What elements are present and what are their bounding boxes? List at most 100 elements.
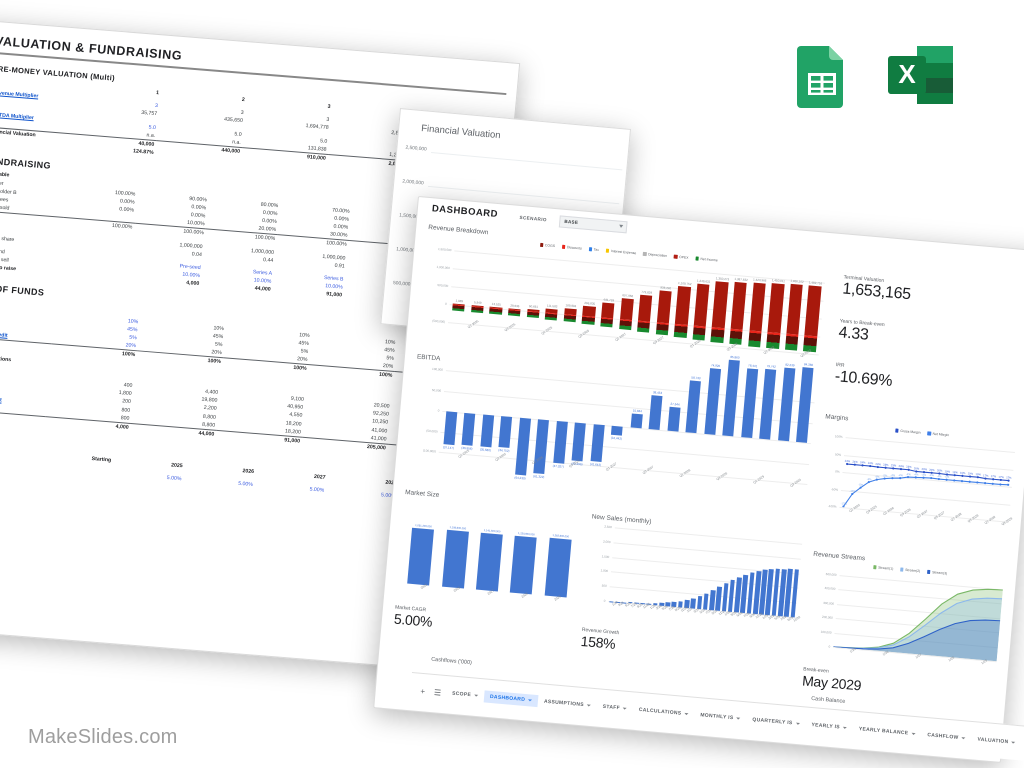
chevron-down-icon[interactable]: [736, 717, 741, 720]
data-point: [953, 479, 956, 482]
legend-swatch: [561, 245, 566, 249]
sheet-title: VALUATION & FUNDRAISING: [0, 33, 183, 63]
bar-cogs: [730, 281, 747, 330]
chevron-down-icon[interactable]: [527, 699, 533, 702]
legend-label: Net Margin: [932, 431, 950, 438]
sheet-tab-yearly-balance[interactable]: YEARLY BALANCE: [852, 723, 922, 741]
data-label: -4%: [929, 473, 935, 477]
tab-label: QUARTERLY IS: [752, 716, 793, 727]
bar-value-label: (41,642): [589, 461, 602, 467]
google-sheets-icon[interactable]: [789, 42, 855, 113]
data-point: [867, 480, 870, 484]
bar-value-label: 58,733: [691, 375, 701, 381]
area-fill: [833, 620, 1001, 662]
bar-rect: [533, 419, 550, 475]
y-tick-label: (500,000): [432, 318, 446, 324]
line-series: [847, 463, 1009, 482]
add-sheet-icon[interactable]: +: [420, 686, 426, 696]
data-point: [892, 467, 895, 470]
bar-value-label: 29,636: [510, 302, 520, 308]
legend-item: Interest Expense: [605, 248, 636, 255]
y-tick-label: 100,000: [431, 366, 444, 372]
data-point: [938, 472, 941, 475]
sheet-tab-cashflow[interactable]: CASHFLOW: [921, 729, 972, 745]
chevron-down-icon[interactable]: [622, 707, 627, 710]
chevron-down-icon[interactable]: [1011, 741, 1016, 744]
bar-value-label: 607,956: [622, 293, 634, 299]
scenario-label: SCENARIO: [519, 214, 548, 223]
bar-negative-stack: [544, 312, 558, 321]
chevron-down-icon[interactable]: [961, 737, 966, 740]
bar-cogs: [619, 298, 634, 321]
svg-text:X: X: [898, 59, 916, 89]
y-tick-label: 100%: [834, 434, 843, 439]
y-tick: 2,000,000: [402, 179, 424, 187]
legend-swatch: [927, 431, 932, 436]
data-label: -17%: [849, 489, 856, 494]
sheet-tab-calculations[interactable]: CALCULATIONS: [632, 703, 694, 720]
y-tick-label: -100%: [827, 503, 837, 509]
bar: 1,108,600,000: [437, 514, 474, 589]
chevron-down-icon[interactable]: [911, 732, 916, 736]
legend-swatch: [895, 428, 899, 433]
data-label: -4%: [913, 472, 919, 476]
chevron-down-icon: [619, 224, 624, 228]
chevron-down-icon[interactable]: [684, 712, 689, 716]
tab-label: SCOPE: [451, 690, 472, 699]
bar-value-label: 79,742: [766, 363, 777, 369]
data-label: 19%: [952, 470, 958, 475]
y-tick-label: 0: [437, 408, 440, 413]
bar: 1,282,600,000: [540, 523, 577, 598]
chevron-down-icon[interactable]: [795, 722, 800, 725]
tab-label: MONTHLY IS: [700, 712, 734, 722]
tab-label: STAFF: [602, 703, 621, 712]
sheet-tab-yearly-is[interactable]: YEARLY IS: [805, 719, 853, 735]
y-tick-label: 500: [601, 583, 607, 589]
sheet-tab-monthly-is[interactable]: MONTHLY IS: [694, 709, 747, 726]
ebitda-panel: EBITDA (37,147) (36,556) (35,680) (34,752)(…: [406, 354, 819, 515]
legend-label: Discounts: [566, 245, 582, 251]
data-point: [891, 477, 894, 480]
legend-label: Depreciation: [647, 252, 668, 258]
data-label: -5%: [944, 475, 950, 479]
data-point: [992, 478, 995, 481]
sheet-tab-quarterly-is[interactable]: QUARTERLY IS: [746, 713, 806, 730]
bar-rect: [514, 417, 532, 476]
sheet-tab-dashboard[interactable]: DASHBOARD: [483, 690, 539, 708]
dashboard-sheet[interactable]: DASHBOARD SCENARIO BASE Revenue Breakdow…: [373, 196, 1024, 763]
y-tick-label: (50,000): [426, 428, 438, 434]
sheet-tab-valuation[interactable]: VALUATION: [971, 733, 1022, 749]
data-label: 23%: [875, 462, 881, 467]
bar-value-label: 189,894: [565, 302, 577, 308]
chevron-down-icon[interactable]: [473, 694, 479, 697]
sheet-tab-assumptions[interactable]: ASSUMPTIONS: [537, 695, 597, 712]
bar-cogs: [749, 282, 766, 332]
bar-negative-stack: [489, 307, 503, 315]
sheet-tab-scope[interactable]: SCOPE: [446, 687, 485, 702]
microsoft-excel-icon[interactable]: X: [884, 42, 956, 113]
supplier-credit-link-2[interactable]: Supplier Credit: [0, 394, 2, 403]
supplier-credit-link[interactable]: Supplier Credit: [0, 330, 8, 340]
all-sheets-menu-icon[interactable]: ☰: [433, 687, 442, 698]
chevron-down-icon[interactable]: [586, 704, 591, 707]
legend-label: Stream(1): [878, 565, 894, 571]
y-tick-label: 1,500,000: [437, 246, 452, 253]
data-label: 19%: [944, 469, 950, 474]
legend-item: OPEX: [673, 254, 689, 260]
sheet-tab-staff[interactable]: STAFF: [596, 700, 633, 715]
bar-value-label: (47,327): [552, 463, 564, 469]
data-point: [984, 477, 987, 480]
y-tick-label: 0: [444, 301, 447, 306]
legend-item: Stream(3): [927, 570, 947, 576]
chevron-down-icon[interactable]: [842, 726, 847, 730]
margins-panel: Margins Gross Margin Net Margin 24% 24% 24%…: [815, 413, 1021, 552]
bar-negative-stack: [747, 330, 762, 347]
legend-label: Tax: [593, 247, 600, 252]
bar-value-label: 82,239: [785, 363, 795, 368]
bar-rect: [552, 420, 568, 464]
bar-negative-stack: [784, 333, 799, 351]
scenario-select[interactable]: BASE: [558, 215, 628, 234]
data-point: [999, 483, 1002, 486]
bar-negative-stack: [600, 317, 614, 328]
